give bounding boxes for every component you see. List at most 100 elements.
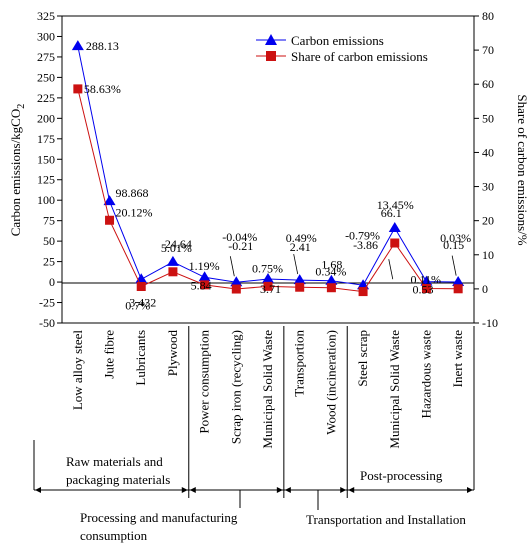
category-label: Lubricants — [133, 330, 148, 386]
data-label-share: 0.49% — [286, 231, 317, 245]
data-label-share: 0.03% — [440, 231, 471, 245]
y-right-tick-label: 0 — [482, 282, 488, 296]
data-point-carbon-emissions — [262, 273, 274, 284]
y-right-tick-label: 20 — [482, 214, 494, 228]
data-point-carbon-emissions — [166, 255, 179, 266]
data-point-carbon-emissions — [293, 274, 306, 285]
y-left-tick-label: 300 — [37, 29, 55, 43]
data-label-carbon-emissions: 0.53 — [412, 283, 433, 297]
group-arrow-left — [35, 487, 41, 493]
data-point-share — [136, 282, 146, 292]
data-label-carbon-emissions: 1.68 — [321, 258, 342, 272]
y-left-tick-label: 0 — [49, 275, 55, 289]
group-arrow-left — [348, 487, 355, 493]
y-left-tick-label: 275 — [37, 50, 55, 64]
data-point-share — [358, 287, 368, 297]
data-point-share — [73, 84, 83, 94]
legend: Carbon emissions Share of carbon emissio… — [256, 33, 428, 64]
category-label: Transportion — [292, 330, 307, 397]
category-label: Steel scrap — [355, 330, 370, 387]
label-leader-line — [451, 255, 457, 276]
category-label: Power consumption — [197, 330, 212, 434]
series-layer — [71, 40, 465, 297]
data-point-share — [421, 284, 431, 294]
y-left-axis-title-main: Carbon emissions/kgCO — [8, 109, 23, 236]
category-label: Plywood — [165, 330, 180, 377]
y-left-tick-label: 175 — [37, 132, 55, 146]
group-arrow-left — [284, 487, 291, 493]
data-point-share — [200, 280, 210, 290]
data-label-share: 0.11% — [410, 273, 441, 287]
data-label-carbon-emissions: 24.64 — [165, 237, 192, 251]
y-left-axis-title: Carbon emissions/kgCO2 — [8, 104, 27, 236]
data-point-carbon-emissions — [71, 40, 84, 51]
group-arrow-right — [181, 487, 188, 493]
y-left-tick-label: 225 — [37, 91, 55, 105]
data-label-carbon-emissions: 5.84 — [191, 278, 212, 292]
left-axis-ticks: -50 -25 0 25 50 75 100 125 150 175 200 225 250 275 300… — [37, 9, 62, 330]
category-label: Scrap iron (recycling) — [228, 330, 243, 444]
y-left-tick-label: 50 — [43, 234, 55, 248]
y-right-tick-label: 80 — [482, 9, 494, 23]
y-left-tick-label: 250 — [37, 70, 55, 84]
data-label-carbon-emissions: 288.13 — [86, 39, 119, 53]
y-right-tick-label: 50 — [482, 111, 494, 125]
category-label: Municipal Solid Waste — [387, 330, 402, 449]
series-line-carbon-emissions — [77, 46, 459, 286]
y-right-tick-label: 30 — [482, 180, 494, 194]
data-label-share: 58.63% — [84, 82, 121, 96]
y-left-tick-label: 125 — [37, 173, 55, 187]
label-leader-line — [293, 254, 299, 275]
y-right-tick-label: 60 — [482, 77, 494, 91]
data-point-carbon-emissions — [452, 275, 465, 286]
right-axis-ticks: -10 0 10 20 30 40 50 60 70 80 — [474, 9, 498, 330]
y-right-axis-title: Share of carbon emissions/% — [515, 94, 529, 245]
category-label: Low alloy steel — [70, 330, 85, 411]
data-label-share: -0.04% — [222, 230, 257, 244]
data-point-carbon-emissions — [388, 221, 401, 232]
group-label: Transportation and Installation — [306, 512, 466, 527]
category-label: Hazardous waste — [418, 330, 433, 419]
data-point-share — [326, 283, 336, 293]
group-label: Post-processing — [360, 468, 443, 483]
legend-marker-triangle — [265, 34, 277, 45]
data-label-share: 13.45% — [377, 198, 414, 212]
data-label-carbon-emissions: -0.21 — [228, 239, 253, 253]
group-arrow-right — [467, 487, 473, 493]
group-label: consumption — [80, 528, 148, 543]
group-label: Processing and manufacturing — [80, 510, 238, 525]
data-point-share — [263, 281, 273, 291]
group-arrow-left — [189, 487, 196, 493]
data-point-share — [390, 238, 400, 248]
data-label-carbon-emissions: -3.86 — [353, 238, 378, 252]
data-point-carbon-emissions — [103, 195, 116, 206]
legend-label-carbon: Carbon emissions — [291, 33, 384, 48]
y-right-tick-label: 10 — [482, 248, 494, 262]
y-right-tick-label: -10 — [482, 316, 498, 330]
y-left-tick-label: -50 — [39, 316, 55, 330]
y-left-axis-title-subscript: 2 — [16, 104, 27, 109]
data-point-carbon-emissions — [420, 275, 433, 286]
data-label-share: 20.12% — [116, 205, 153, 219]
label-leader-line — [388, 259, 394, 280]
data-point-share — [295, 282, 305, 292]
data-label-carbon-emissions: 2.41 — [290, 240, 311, 254]
data-label-share: -0.79% — [345, 229, 380, 243]
data-point-carbon-emissions — [325, 274, 338, 285]
plot-frame — [61, 15, 475, 324]
data-point-share — [168, 267, 178, 277]
data-label-carbon-emissions: 3.71 — [260, 282, 281, 296]
category-label: Municipal Solid Waste — [260, 330, 275, 449]
category-label: Inert waste — [450, 330, 465, 388]
data-label-layer: 288.13 98.868 3.432 24.64 5.84 -0.21 3.71 2.41 1… — [84, 39, 471, 312]
data-label-share: 5.01% — [161, 241, 192, 255]
y-right-tick-label: 40 — [482, 145, 494, 159]
data-point-share — [105, 215, 115, 225]
group-arrow-right — [276, 487, 283, 493]
legend-marker-square — [266, 51, 276, 61]
data-point-carbon-emissions — [198, 271, 211, 282]
category-label: Jute fibre — [102, 330, 117, 379]
data-label-carbon-emissions: 0.15 — [443, 238, 464, 252]
y-left-tick-label: 325 — [37, 9, 55, 23]
data-label-share: 0.34% — [315, 265, 346, 279]
